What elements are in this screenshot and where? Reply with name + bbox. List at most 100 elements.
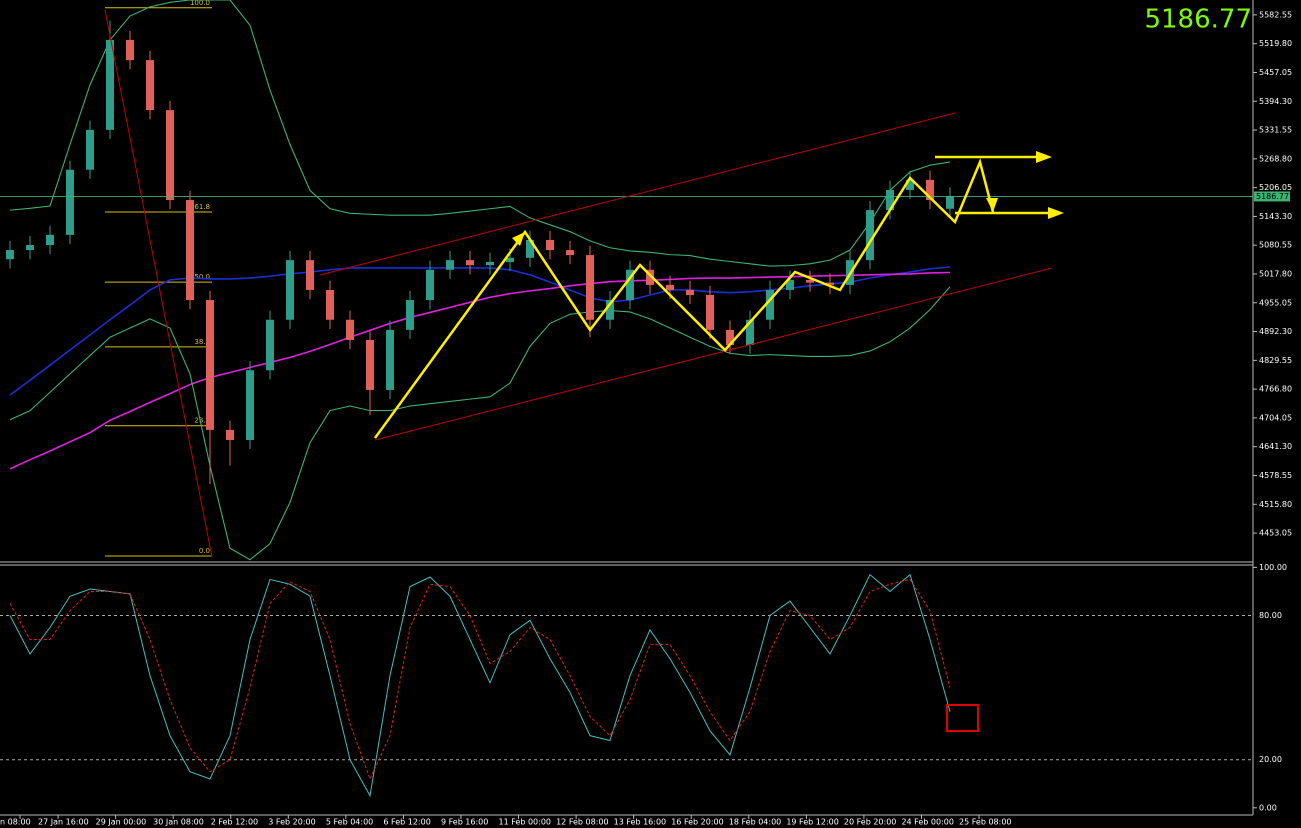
- candle-body: [406, 300, 414, 330]
- fib-label: 38.2: [194, 338, 210, 346]
- arrow-heads: [512, 151, 1064, 246]
- wave-arrows: [373, 155, 1058, 439]
- fib-label: 50.0: [194, 273, 210, 281]
- y-tick-label: 4641.30: [1259, 442, 1292, 451]
- x-tick-label: 13 Feb 16:00: [614, 818, 666, 827]
- arrow-head: [1036, 151, 1052, 163]
- y-tick-label: 4766.80: [1259, 385, 1292, 394]
- stochastic-line: [9, 578, 951, 781]
- candle-body: [486, 261, 494, 266]
- current-price: 5186.77: [1144, 5, 1252, 35]
- x-tick-label: n 08:00: [0, 818, 31, 827]
- candle-body: [566, 250, 574, 256]
- candle-body: [766, 289, 774, 320]
- y-tick-label: 5080.55: [1259, 241, 1292, 250]
- candle-body: [466, 260, 474, 266]
- candle-body: [106, 39, 114, 130]
- last-price-label: 5186.77: [1256, 192, 1289, 201]
- fib-label: 0.0: [199, 547, 210, 555]
- y-tick-label: 5268.80: [1259, 154, 1292, 163]
- candle-body: [306, 260, 314, 290]
- candle-body: [6, 250, 14, 260]
- indicator-line: [9, 0, 951, 267]
- y-tick-label: 4829.55: [1259, 356, 1292, 365]
- candle-body: [786, 279, 794, 290]
- x-tick-label: 24 Feb 00:00: [901, 818, 953, 827]
- candle-body: [26, 244, 34, 251]
- y-tick-label: 4892.30: [1259, 327, 1292, 336]
- x-tick-label: 19 Feb 12:00: [786, 818, 838, 827]
- y-tick-label: 5206.05: [1259, 183, 1292, 192]
- candle-body: [806, 279, 814, 283]
- fib-trend-line: [104, 9, 213, 558]
- y-tick-label: 5394.30: [1259, 97, 1292, 106]
- x-tick-label: 30 Jan 08:00: [153, 818, 204, 827]
- arrow-head: [1048, 207, 1064, 219]
- x-tick-label: 16 Feb 20:00: [671, 818, 723, 827]
- y-tick-label: 20.00: [1259, 755, 1282, 764]
- candle-body: [686, 289, 694, 295]
- candle-body: [746, 319, 754, 345]
- y-tick-label: 80.00: [1259, 611, 1282, 620]
- candle-body: [46, 234, 54, 245]
- x-tick-label: 12 Feb 08:00: [556, 818, 608, 827]
- y-tick-label: 5457.05: [1259, 68, 1292, 77]
- highlight-box: [946, 704, 979, 732]
- indicator-line: [9, 271, 951, 470]
- candle-body: [666, 284, 674, 290]
- y-tick-label: 5331.55: [1259, 126, 1292, 135]
- y-tick-label: 5519.80: [1259, 39, 1292, 48]
- x-tick-label: 5 Feb 04:00: [326, 818, 373, 827]
- candle-body: [266, 319, 274, 371]
- x-tick-label: 6 Feb 12:00: [383, 818, 430, 827]
- candle-body: [546, 239, 554, 251]
- zigzag: [373, 158, 995, 439]
- candle-body: [506, 257, 514, 262]
- candle-body: [726, 329, 734, 345]
- last-price-tag: [1254, 191, 1290, 202]
- y-tick-label: 5017.80: [1259, 269, 1292, 278]
- arrow-head: [986, 198, 998, 212]
- x-tick-label: 18 Feb 04:00: [729, 818, 781, 827]
- y-tick-label: 4955.05: [1259, 298, 1292, 307]
- y-tick-label: 4578.55: [1259, 471, 1292, 480]
- candle-body: [646, 269, 654, 285]
- fib-label: 100.0: [190, 0, 210, 7]
- candle-body: [126, 39, 134, 61]
- candle-body: [906, 179, 914, 190]
- candle-body: [246, 370, 254, 440]
- candle-body: [146, 60, 154, 111]
- y-tick-label: 4704.05: [1259, 413, 1292, 422]
- candle-body: [366, 339, 374, 390]
- stochastic-line: [9, 573, 951, 798]
- fib-label: 61.8: [194, 203, 210, 211]
- y-tick-label: 100.00: [1259, 563, 1287, 572]
- candle-body: [706, 294, 714, 330]
- candle-body: [586, 255, 594, 320]
- channel-upper: [319, 112, 956, 276]
- candle-body: [886, 189, 894, 211]
- candle-body: [946, 196, 954, 209]
- candle-body: [926, 179, 934, 201]
- candle-body: [66, 169, 74, 235]
- x-tick-label: 29 Jan 00:00: [96, 818, 147, 827]
- candle-body: [346, 319, 354, 340]
- candle-body: [866, 210, 874, 261]
- y-tick-label: 5582.55: [1259, 10, 1292, 19]
- x-tick-label: 27 Jan 16:00: [38, 818, 89, 827]
- x-tick-label: 2 Feb 12:00: [211, 818, 258, 827]
- candle-body: [286, 260, 294, 320]
- candle-body: [606, 300, 614, 320]
- y-tick-label: 4453.05: [1259, 529, 1292, 538]
- candle-body: [626, 269, 634, 301]
- candle-body: [86, 129, 94, 170]
- candle-body: [226, 429, 234, 440]
- channel-lower: [374, 267, 1053, 441]
- candle-body: [386, 329, 394, 390]
- candle-body: [326, 289, 334, 320]
- candle-body: [186, 200, 194, 301]
- x-tick-label: 20 Feb 20:00: [844, 818, 896, 827]
